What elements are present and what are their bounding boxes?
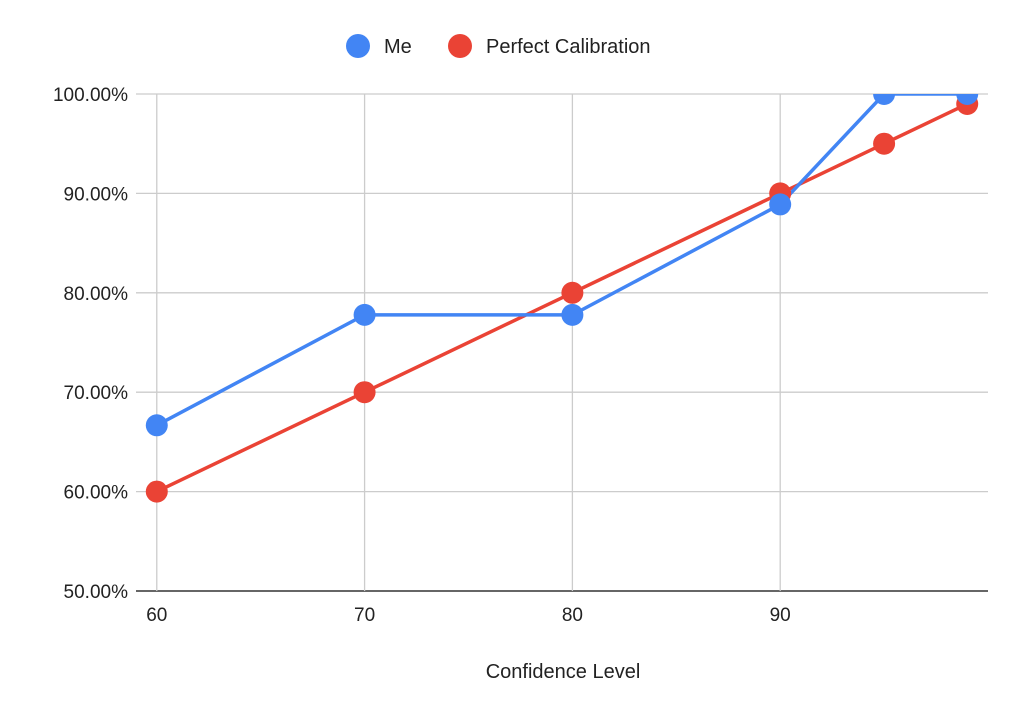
series-layer	[145, 83, 979, 503]
data-point-me[interactable]	[353, 303, 376, 326]
y-tick-label: 60.00%	[64, 483, 129, 504]
data-point-perfect-calibration[interactable]	[145, 480, 168, 503]
x-axis-title: Confidence Level	[486, 661, 641, 683]
x-tick-label: 60	[146, 605, 167, 626]
grid	[136, 93, 988, 592]
data-point-perfect-calibration[interactable]	[873, 132, 896, 155]
y-tick-label: 50.00%	[64, 582, 129, 603]
x-tick-label: 80	[562, 605, 583, 626]
x-axis: 60 70 80 90	[146, 605, 791, 626]
legend: Me Perfect Calibration	[346, 34, 651, 58]
y-tick-label: 80.00%	[64, 284, 129, 305]
data-point-perfect-calibration[interactable]	[561, 281, 584, 304]
legend-marker-perfect-calibration	[448, 34, 472, 58]
data-point-me[interactable]	[873, 83, 896, 105]
y-tick-label: 90.00%	[64, 184, 129, 205]
y-tick-label: 100.00%	[53, 85, 128, 106]
y-tick-label: 70.00%	[64, 383, 129, 404]
legend-label: Me	[384, 36, 412, 58]
x-tick-label: 70	[354, 605, 375, 626]
series-line-me	[155, 94, 968, 427]
data-point-me[interactable]	[145, 414, 168, 437]
legend-label: Perfect Calibration	[486, 36, 651, 58]
data-point-me[interactable]	[561, 303, 584, 326]
series-line-perfect-calibration	[156, 102, 968, 494]
data-point-me[interactable]	[769, 193, 792, 216]
data-point-perfect-calibration[interactable]	[353, 381, 376, 404]
legend-marker-me	[346, 34, 370, 58]
x-tick-label: 90	[770, 605, 791, 626]
data-point-me[interactable]	[956, 83, 979, 105]
y-axis: 50.00% 60.00% 70.00% 80.00% 90.00% 100.00%	[53, 85, 128, 603]
